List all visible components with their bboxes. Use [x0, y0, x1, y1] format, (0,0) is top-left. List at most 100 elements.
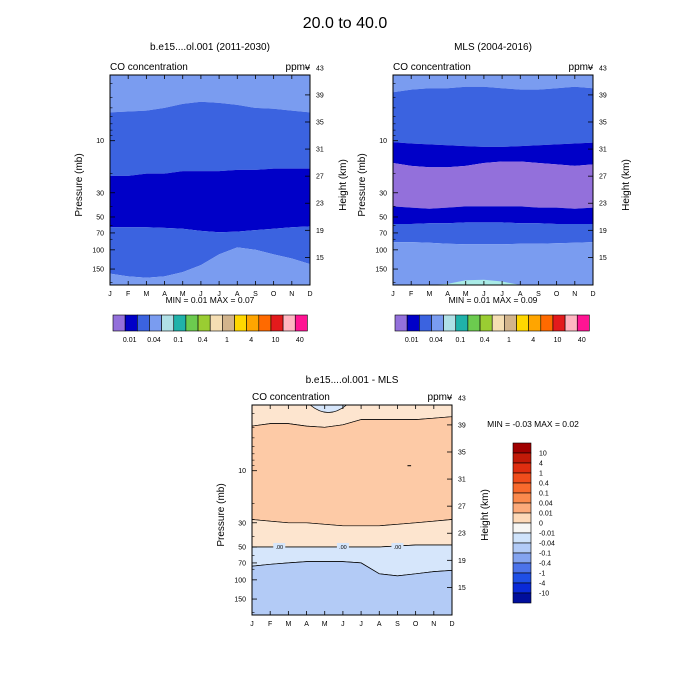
colorbar-label: 1 [507, 337, 511, 344]
h-tick-label: 19 [316, 228, 324, 235]
panel-model-title: b.e15....ol.001 (2011-2030) [150, 42, 270, 53]
colorbar-label: 10 [539, 451, 547, 458]
colorbar-label: 0.4 [198, 337, 208, 344]
colorbar-label: 0.4 [480, 337, 490, 344]
colorbar-label: 0.01 [539, 511, 553, 518]
panel-mls-right-label: ppmv [569, 62, 593, 73]
colorbar-box-9 [222, 314, 235, 332]
x-tick-label: J [500, 291, 504, 298]
panel-model-plot: J F M A M J J A S O N D 10 30 50 70 100 150 43 39 35 31 27 23 19… [74, 65, 349, 298]
panel-mls-stats: MIN = 0.01 MAX = 0.09 [449, 295, 538, 305]
colorbar-box-5 [512, 492, 532, 504]
colorbar-box-11 [528, 314, 542, 332]
panel-diff-title: b.e15....ol.001 - MLS [306, 375, 399, 386]
h-tick-label: 31 [316, 147, 324, 154]
contour-band-2 [393, 142, 593, 168]
p-tick-label: 70 [238, 560, 246, 567]
colorbar-box-11 [246, 314, 260, 332]
x-tick-label: O [554, 291, 560, 298]
colorbar-box-15 [512, 592, 532, 604]
p-tick-label: 100 [375, 247, 387, 254]
h-tick-label: 27 [599, 174, 607, 181]
colorbar-label: -1 [539, 571, 545, 578]
colorbar-box-3 [431, 314, 444, 332]
colorbar-label: 1 [225, 337, 229, 344]
p-tick-label: 10 [379, 138, 387, 145]
panel-mls-title: MLS (2004-2016) [454, 42, 532, 53]
colorbar-box-1 [406, 314, 420, 332]
h-tick-label: 23 [458, 531, 466, 538]
colorbar-box-5 [455, 314, 469, 332]
h-tick-label: 27 [316, 174, 324, 181]
x-tick-label: M [285, 621, 291, 628]
x-tick-label: J [217, 291, 221, 298]
panel-diff-plot: .00 .00 .00 J F M A M J J A S O N D 10 30 50 70 100 150 43 39 3… [216, 395, 491, 628]
panel-model: b.e15....ol.001 (2011-2030) CO concentra… [74, 42, 349, 344]
contour-band-1 [110, 101, 310, 176]
contour-bands [252, 405, 452, 615]
x-tick-label: O [413, 621, 419, 628]
colorbar-box-13 [270, 314, 284, 332]
plot-frame [392, 74, 594, 286]
colorbar-label: 0.01 [405, 337, 419, 344]
colorbar-label: 0 [539, 521, 543, 528]
colorbar-box-3 [149, 314, 162, 332]
p-tick-label: 50 [379, 214, 387, 221]
p-tick-label: 70 [379, 230, 387, 237]
panel-diff: b.e15....ol.001 - MLS CO concentration p… [216, 375, 579, 628]
panel-model-stats: MIN = 0.01 MAX = 0.07 [166, 295, 255, 305]
colorbar-box-14 [282, 314, 296, 332]
contour-label-bg [336, 542, 349, 550]
colorbar-box-1 [512, 452, 532, 464]
h-tick-label: 15 [458, 585, 466, 592]
colorbar-label: -0.04 [539, 541, 555, 548]
p-tick-label: 30 [379, 190, 387, 197]
contour-band-4 [110, 247, 310, 285]
p-tick-label: 150 [92, 267, 104, 274]
panel-diff-left-label: CO concentration [252, 392, 330, 403]
panel-diff-stats: MIN = -0.03 MAX = 0.02 [487, 419, 579, 429]
contour-band-1 [252, 416, 452, 527]
x-tick-label: S [395, 621, 400, 628]
colorbar-box-14 [564, 314, 578, 332]
h-tick-label: 39 [599, 92, 607, 99]
x-tick-label: S [253, 291, 258, 298]
contour-band-4 [393, 206, 593, 224]
x-tick-label: F [268, 621, 272, 628]
colorbar-box-12 [540, 314, 554, 332]
colorbar-label: 4 [539, 461, 543, 468]
colorbar-box-8 [512, 522, 532, 534]
y-axis-title: Pressure (mb) [357, 153, 368, 216]
colorbar-label: -0.1 [539, 551, 551, 558]
colorbar-box-6 [185, 314, 199, 332]
h-tick-label: 43 [599, 65, 607, 72]
h-tick-label: 39 [458, 422, 466, 429]
p-tick-label: 100 [92, 247, 104, 254]
contour-label: .00 [275, 545, 283, 551]
panel-mls-left-label: CO concentration [393, 62, 471, 73]
colorbar-label: 0.4 [539, 481, 549, 488]
panel-diff-colorbar: 10 4 1 0.4 0.1 0.04 0.01 0 -0.01 -0.04 -0.1 -0.4 -1 -… [512, 442, 555, 604]
panel-mls-colorbar: 0.01 0.04 0.1 0.4 1 4 10 40 [394, 314, 590, 344]
contour-band-1 [393, 86, 593, 147]
colorbar-box-6 [467, 314, 481, 332]
h-tick-label: 35 [316, 119, 324, 126]
colorbar-label: -0.01 [539, 531, 555, 538]
contour-band-0 [393, 75, 593, 93]
x-tick-label: M [426, 291, 432, 298]
x-tick-label: A [445, 291, 450, 298]
figure-title: 20.0 to 40.0 [303, 15, 388, 32]
colorbar-box-4 [512, 482, 532, 494]
colorbar-box-0 [112, 314, 126, 332]
y-axis-title-right: Height (km) [338, 159, 349, 211]
contour-label: .00 [394, 545, 402, 551]
plot-frame [251, 404, 453, 616]
contour-bands [110, 75, 310, 285]
colorbar-box-1 [124, 314, 138, 332]
contour-label: .00 [339, 545, 347, 551]
x-tick-label: A [518, 291, 523, 298]
panel-model-colorbar: 0.01 0.04 0.1 0.4 1 4 10 40 [112, 314, 308, 344]
y-axis-title: Pressure (mb) [74, 153, 85, 216]
colorbar-box-9 [512, 532, 532, 544]
